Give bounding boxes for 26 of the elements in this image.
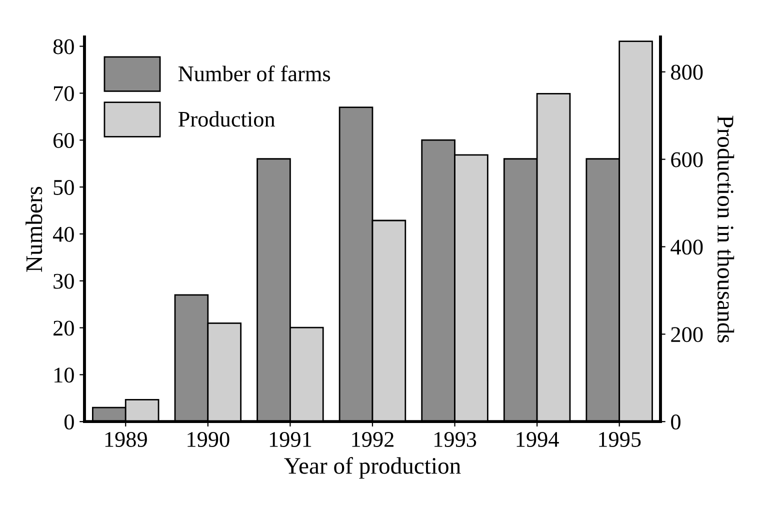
y2-tick-label: 400 xyxy=(670,240,703,255)
x-tick-label: 1990 xyxy=(188,432,230,447)
y-tick-label: 40 xyxy=(52,226,74,242)
y-tick-label: 0 xyxy=(64,414,74,430)
x-tick-label: 1991 xyxy=(270,432,312,447)
x-tick-label: 1995 xyxy=(599,432,641,447)
legend-label: Number of farms xyxy=(178,65,330,82)
legend-label: Production xyxy=(178,111,276,127)
y2-axis-title: Production in thousands xyxy=(717,116,734,343)
x-axis-title: Year of production xyxy=(284,457,461,479)
x-tick-label: 1993 xyxy=(434,432,476,447)
x-tick-label: 1992 xyxy=(352,432,394,447)
y-tick-label: 60 xyxy=(53,133,74,148)
y-tick-label: 30 xyxy=(54,274,74,289)
x-tick-label: 1994 xyxy=(516,432,559,447)
y2-tick-label: 800 xyxy=(671,64,703,80)
y-tick-label: 50 xyxy=(54,180,74,195)
x-tick-label: 1989 xyxy=(105,432,147,447)
y2-tick-label: 200 xyxy=(671,327,703,342)
y2-tick-label: 0 xyxy=(671,414,680,430)
y-tick-label: 10 xyxy=(54,368,74,383)
y2-tick-label: 600 xyxy=(671,152,703,168)
y-tick-label: 20 xyxy=(54,320,74,336)
y-tick-label: 70 xyxy=(54,86,74,102)
y-axis-title: Numbers xyxy=(26,186,42,272)
y-tick-label: 80 xyxy=(53,39,74,54)
